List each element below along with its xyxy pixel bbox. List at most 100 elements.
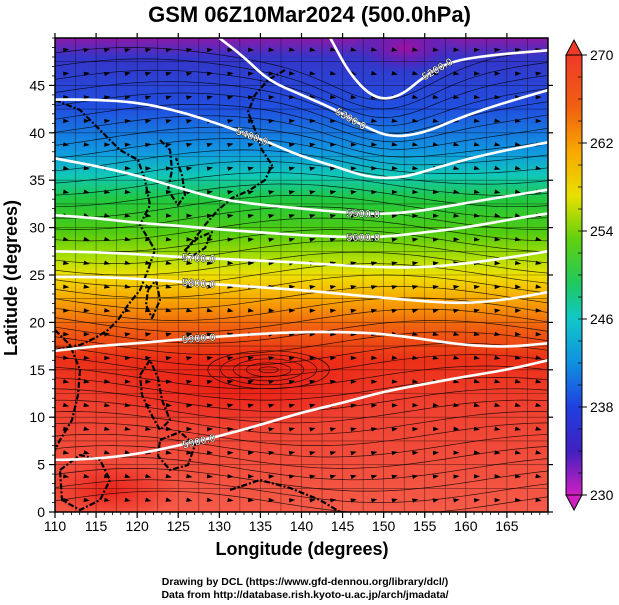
wind-arrow [473, 331, 481, 336]
wind-arrow [412, 165, 419, 171]
wind-arrow [62, 379, 70, 384]
x-tick-label: 125 [167, 518, 191, 534]
wind-arrow [473, 284, 481, 290]
wind-arrow [165, 236, 172, 242]
wind-arrow [206, 47, 214, 53]
wind-arrow [391, 308, 398, 314]
wind-arrow [535, 165, 542, 171]
wind-arrow [268, 95, 275, 100]
wind-arrow [227, 190, 234, 195]
wind-arrow [535, 379, 542, 384]
wind-arrow [288, 190, 296, 195]
x-tick-label: 155 [413, 518, 437, 534]
wind-arrow [144, 71, 152, 77]
cold-low-core [350, 38, 460, 74]
wind-arrow [83, 189, 90, 194]
wind-arrow [165, 260, 172, 265]
wind-arrow [515, 497, 522, 503]
contour-line [218, 38, 548, 138]
colorbar: 270 262 254 246 238 230 [565, 38, 614, 512]
wind-arrow [206, 307, 213, 313]
wind-arrow [473, 71, 481, 76]
wind-arrow [535, 284, 542, 289]
contour-line [55, 98, 548, 180]
wind-arrow [494, 94, 501, 100]
wind-arrow [432, 474, 439, 479]
contour-line [55, 275, 548, 305]
wind-arrow [103, 497, 111, 502]
wind-arrow [453, 284, 460, 290]
wind-arrow [248, 71, 255, 76]
wind-arrow [288, 142, 296, 148]
wind-arrow [412, 213, 419, 218]
wind-arrow [103, 260, 111, 265]
wind-arrow [514, 426, 522, 431]
wind-arrow [83, 379, 90, 384]
wind-arrow [247, 213, 255, 219]
wind-arrow [412, 142, 419, 147]
wind-arrow [186, 379, 193, 385]
wind-arrow [165, 426, 172, 432]
wind-arrow [432, 426, 440, 432]
wind-arrow [453, 47, 460, 52]
y-tick-label: 0 [37, 504, 45, 520]
wind-arrow [248, 261, 255, 266]
wind-arrow [515, 284, 522, 289]
wind-arrow [370, 474, 378, 480]
contour-label: 5700.0 [182, 252, 216, 266]
wind-arrow [144, 95, 152, 100]
wind-arrow [104, 332, 111, 337]
wind-arrow [432, 237, 440, 242]
wind-arrow [248, 474, 255, 479]
wind-arrow [514, 142, 522, 147]
coastline-borneo [58, 453, 112, 512]
wind-arrow [165, 166, 172, 171]
streamline [55, 81, 548, 127]
wind-arrow [288, 403, 296, 408]
wind-arrow [371, 142, 378, 147]
wind-arrow [227, 71, 234, 76]
wind-arrow [514, 331, 522, 337]
x-axis-ticks: 110 115 120 125 130 135 140 145 150 155 160 165 [44, 33, 549, 534]
wind-arrow [227, 95, 234, 100]
wind-arrow [330, 94, 337, 100]
x-tick-label: 110 [44, 518, 67, 534]
wind-arrow [144, 48, 152, 53]
wind-arrow [62, 165, 70, 171]
wind-arrow [330, 308, 337, 313]
wind-arrow [371, 166, 378, 171]
wind-arrow [350, 213, 357, 219]
wind-arrow [330, 379, 337, 385]
wind-arrow [432, 142, 439, 147]
wind-arrow [330, 166, 337, 171]
wind-arrow [83, 71, 90, 77]
wind-arrow [453, 71, 460, 76]
wind-arrow [227, 474, 234, 479]
credit-drawing: Drawing by DCL (https://www.gfd-dennou.o… [161, 576, 449, 588]
wind-arrow [453, 142, 460, 147]
wind-arrow [412, 261, 419, 266]
wind-arrow [165, 356, 172, 361]
wind-arrow [186, 307, 193, 313]
wind-arrow [104, 118, 111, 124]
y-axis-label: Latitude (degrees) [1, 200, 21, 356]
colorbar-tick-label: 262 [590, 135, 614, 151]
wind-arrow [412, 285, 419, 290]
wind-arrow [103, 450, 111, 455]
wind-arrow [514, 402, 522, 407]
wind-arrow [329, 190, 337, 195]
streamline [55, 263, 548, 287]
wind-arrow [494, 260, 501, 266]
wind-arrow [206, 71, 214, 77]
wind-arrow [268, 47, 275, 52]
wind-arrow [391, 70, 398, 76]
wind-arrow [268, 214, 275, 219]
wind-arrow [104, 142, 111, 147]
height-contours [55, 38, 548, 462]
wind-arrow [145, 355, 152, 361]
wind-arrow [412, 70, 419, 76]
wind-arrow [309, 355, 316, 361]
wind-arrow [432, 308, 439, 314]
wind-arrow [329, 214, 337, 219]
wind-arrow [309, 498, 316, 503]
